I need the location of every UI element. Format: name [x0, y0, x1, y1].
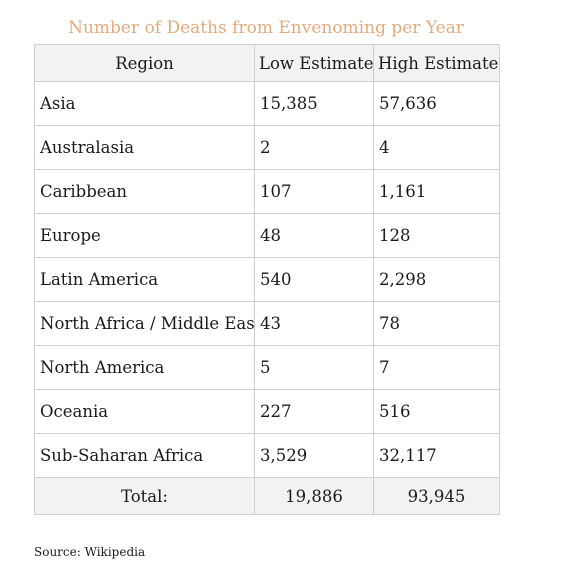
region-cell: Sub-Saharan Africa: [34, 433, 255, 478]
table-row: Caribbean 107 1,161: [34, 169, 500, 214]
high-estimate-cell: 1,161: [373, 169, 500, 214]
high-estimate-cell: 57,636: [373, 81, 500, 126]
high-estimate-cell: 128: [373, 213, 500, 258]
high-estimate-cell: 4: [373, 125, 500, 170]
low-estimate-cell: 2: [254, 125, 374, 170]
table-row: Oceania 227 516: [34, 389, 500, 434]
high-estimate-cell: 2,298: [373, 257, 500, 302]
high-estimate-cell: 7: [373, 345, 500, 390]
low-estimate-cell: 540: [254, 257, 374, 302]
region-cell: Latin America: [34, 257, 255, 302]
high-estimate-cell: 78: [373, 301, 500, 346]
low-estimate-cell: 15,385: [254, 81, 374, 126]
total-row: Total: 19,886 93,945: [34, 477, 500, 515]
region-cell: Australasia: [34, 125, 255, 170]
high-estimate-cell: 516: [373, 389, 500, 434]
low-estimate-cell: 5: [254, 345, 374, 390]
low-estimate-cell: 3,529: [254, 433, 374, 478]
header-high-estimate: High Estimate: [373, 44, 500, 82]
region-cell: Oceania: [34, 389, 255, 434]
source-note: Source: Wikipedia: [34, 545, 146, 559]
region-cell: North Africa / Middle East: [34, 301, 255, 346]
table-row: Asia 15,385 57,636: [34, 81, 500, 126]
low-estimate-cell: 107: [254, 169, 374, 214]
table-row: Europe 48 128: [34, 213, 500, 258]
table-caption: Number of Deaths from Envenoming per Yea…: [68, 18, 464, 38]
table-row: North America 5 7: [34, 345, 500, 390]
low-estimate-cell: 48: [254, 213, 374, 258]
region-cell: North America: [34, 345, 255, 390]
region-cell: Caribbean: [34, 169, 255, 214]
region-cell: Europe: [34, 213, 255, 258]
total-low-estimate: 19,886: [254, 477, 374, 515]
header-row: Region Low Estimate High Estimate: [34, 44, 500, 82]
table-row: North Africa / Middle East 43 78: [34, 301, 500, 346]
low-estimate-cell: 43: [254, 301, 374, 346]
region-cell: Asia: [34, 81, 255, 126]
total-label: Total:: [34, 477, 255, 515]
header-region: Region: [34, 44, 255, 82]
low-estimate-cell: 227: [254, 389, 374, 434]
table-row: Australasia 2 4: [34, 125, 500, 170]
high-estimate-cell: 32,117: [373, 433, 500, 478]
total-high-estimate: 93,945: [373, 477, 500, 515]
table-row: Latin America 540 2,298: [34, 257, 500, 302]
deaths-table: Region Low Estimate High Estimate Asia 1…: [34, 44, 500, 515]
header-low-estimate: Low Estimate: [254, 44, 374, 82]
table-row: Sub-Saharan Africa 3,529 32,117: [34, 433, 500, 478]
